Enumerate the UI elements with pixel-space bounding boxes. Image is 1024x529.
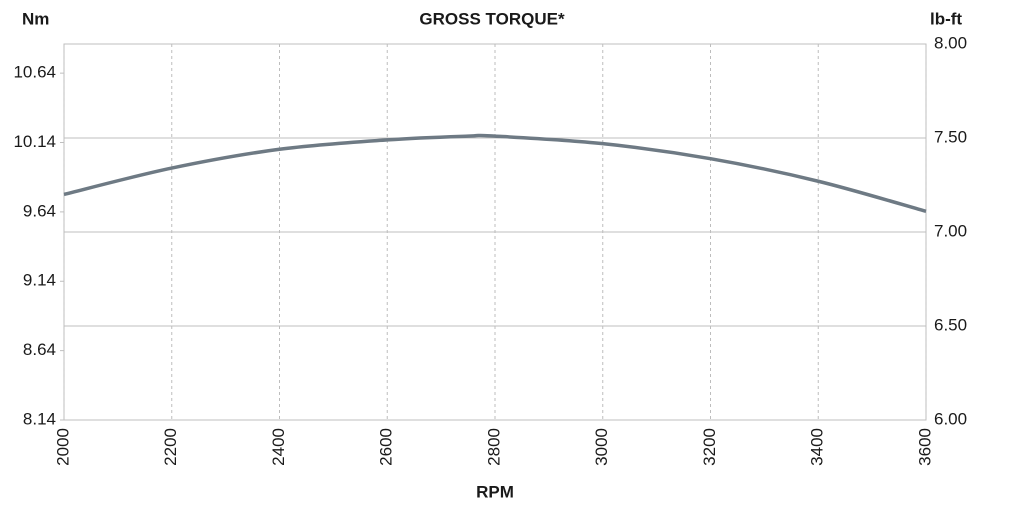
x-tick-label: 2000 <box>53 428 72 466</box>
x-axis-label: RPM <box>476 482 514 501</box>
y-tick-label: 10.64 <box>13 63 56 82</box>
y-tick-label: 8.64 <box>23 340 56 359</box>
y-tick-label: 8.14 <box>23 409 56 428</box>
chart-title: GROSS TORQUE* <box>419 9 565 28</box>
torque-line <box>63 133 927 214</box>
y2-tick-label: 6.50 <box>934 315 967 334</box>
x-tick-label: 3000 <box>592 428 611 466</box>
y2-tick-label: 7.50 <box>934 127 967 146</box>
y2-tick-label: 7.00 <box>934 221 967 240</box>
x-tick-label: 3400 <box>808 428 827 466</box>
y-tick-label: 9.64 <box>23 201 56 220</box>
y-tick-label: 9.14 <box>23 271 56 290</box>
x-tick-label: 3600 <box>915 428 934 466</box>
x-tick-label: 2800 <box>484 428 503 466</box>
x-tick-label: 2200 <box>161 428 180 466</box>
x-tick-label: 3200 <box>700 428 719 466</box>
y-axis-label: Nm <box>22 9 49 28</box>
x-tick-label: 2600 <box>377 428 396 466</box>
y2-tick-label: 6.00 <box>934 409 967 428</box>
x-tick-label: 2400 <box>269 428 288 466</box>
y-tick-label: 10.14 <box>13 132 56 151</box>
y2-axis-label: lb-ft <box>930 9 962 28</box>
y2-tick-label: 8.00 <box>934 33 967 52</box>
